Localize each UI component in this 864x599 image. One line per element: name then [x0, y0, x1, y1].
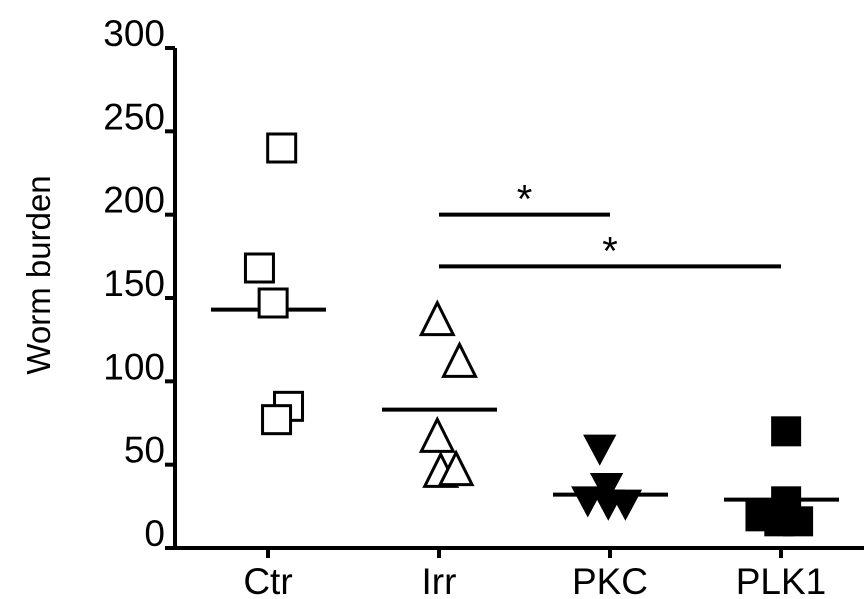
- data-point: [418, 299, 456, 337]
- data-points: [243, 132, 814, 537]
- y-tick-label: 250: [103, 96, 165, 137]
- x-axis: Ctr Irr PKC PLK1: [173, 546, 864, 599]
- data-point: [608, 489, 643, 521]
- y-axis: 0 50 100 150 200 250 300: [103, 13, 177, 554]
- significance-annotations: **: [439, 178, 781, 273]
- data-point: [418, 415, 456, 453]
- y-axis-title: Worm burden: [20, 175, 57, 374]
- data-point: [437, 449, 475, 487]
- y-tick-label: 150: [103, 263, 165, 304]
- significance-star: *: [602, 229, 618, 273]
- significance-star: *: [517, 178, 533, 222]
- y-tick-label: 100: [103, 346, 165, 387]
- x-tick-label: Irr: [422, 561, 457, 599]
- data-point: [441, 340, 478, 378]
- data-point: [771, 416, 802, 447]
- data-point: [266, 132, 298, 164]
- y-tick-label: 0: [144, 513, 165, 554]
- x-tick-label: PKC: [572, 561, 648, 599]
- y-tick-label: 200: [103, 180, 165, 221]
- x-tick-label: PLK1: [736, 561, 827, 599]
- y-tick-label: 50: [124, 430, 165, 471]
- mean-lines: [211, 307, 839, 502]
- data-point: [243, 252, 275, 284]
- data-point: [583, 434, 617, 466]
- x-tick-label: Ctr: [243, 561, 292, 599]
- data-point: [257, 287, 289, 319]
- data-point: [261, 404, 293, 436]
- data-point: [783, 506, 814, 537]
- y-tick-label: 300: [103, 13, 165, 54]
